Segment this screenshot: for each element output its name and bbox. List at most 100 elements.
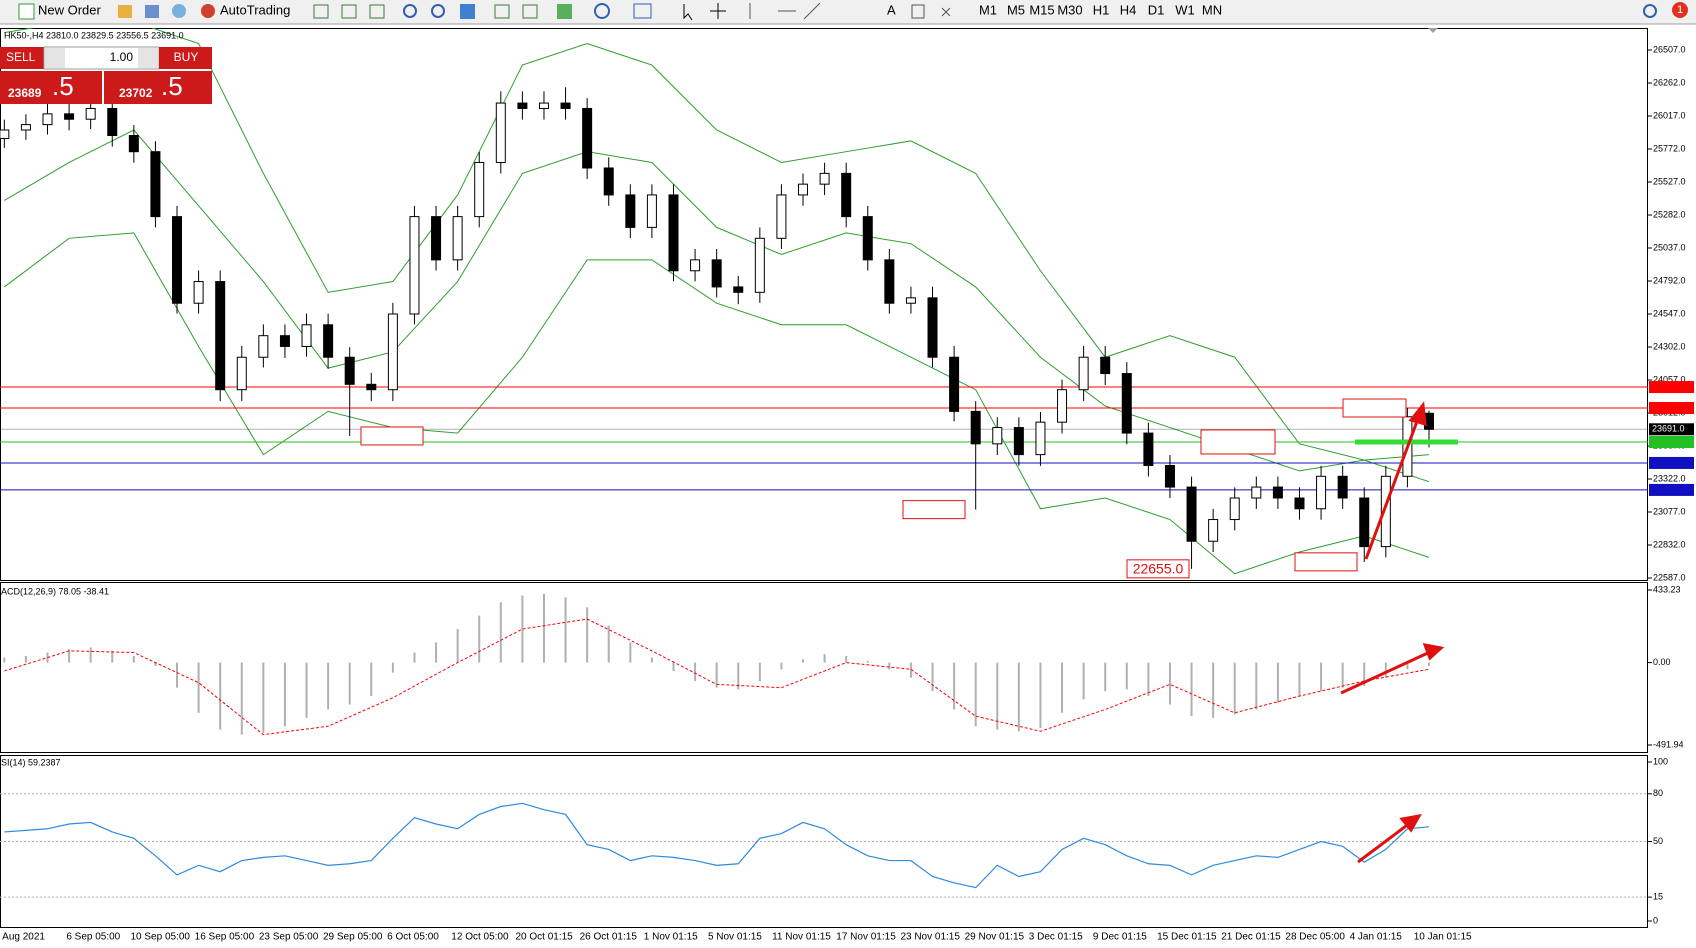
zoom-out[interactable] [431,4,445,18]
y-tick-label: 25037.0 [1653,242,1686,252]
bid-price[interactable] [0,71,102,104]
arrows-tool[interactable] [941,7,951,17]
arrow-head [1408,401,1427,427]
candle-body [64,113,75,120]
lots-down[interactable] [45,48,65,68]
icon[interactable] [118,5,132,18]
new-order-button[interactable]: New Order [38,2,102,17]
candle-body [279,335,290,347]
price-tag [1649,423,1694,436]
candle-body [1035,421,1046,456]
macd-bar [240,662,243,735]
macd-bar [305,662,308,718]
ask-main[interactable]: 23702 [119,86,153,100]
toolbar: New Order AutoTrading A M1 M5 M15 M30 H1 H4 D1… [0,0,1696,25]
y-tick-label: 0 [1653,915,1658,925]
templates[interactable] [633,3,652,19]
candle-body [625,194,636,228]
icon[interactable] [494,4,510,19]
timeframe-button[interactable]: M30 [1057,2,1082,17]
candle-body [560,102,571,109]
macd-bar [499,602,502,663]
candle-body [1229,497,1240,521]
y-tick-label: 23322.0 [1653,473,1686,483]
macd-bar [68,649,71,663]
lots-value[interactable]: 1.00 [110,50,134,64]
candle-body [1013,427,1024,456]
candle-body [517,102,528,109]
x-tick-label: 26 Oct 01:15 [580,932,638,943]
candle-body [1337,475,1348,499]
text-tool[interactable]: A [887,2,896,17]
macd-bar [1039,662,1042,728]
macd-bar [391,662,394,673]
y-tick-label: 25527.0 [1653,176,1686,186]
timeframe-button[interactable]: H1 [1093,2,1110,17]
macd-bar [435,642,438,663]
icon[interactable] [522,4,538,19]
timeframe-button[interactable]: D1 [1148,2,1165,17]
sell-button[interactable] [0,47,44,69]
macd-bar [89,647,92,663]
timeframe-button[interactable]: M1 [979,2,997,17]
macd-bar [1363,662,1366,687]
cursor-tool[interactable] [683,4,693,21]
bid-main[interactable]: 23689 [8,86,42,100]
buy-label[interactable]: BUY [174,50,199,64]
x-tick-label: 12 Oct 05:00 [451,932,509,943]
notification-badge[interactable] [1672,2,1688,18]
candle-body [431,216,442,261]
timeframe-button[interactable]: MN [1202,2,1222,17]
buy-button[interactable] [159,47,212,69]
y-tick-label: 15 [1653,892,1663,902]
timeframe-button[interactable]: M15 [1029,2,1054,17]
bid-pips[interactable]: .5 [52,71,74,101]
timeframe-button[interactable]: M5 [1007,2,1025,17]
periods[interactable] [594,3,610,19]
candle-body [1272,486,1283,499]
auto-trading-icon[interactable] [201,4,215,18]
macd-bar [176,662,179,688]
label-tool[interactable] [911,4,925,19]
crosshair-tool[interactable] [710,3,726,19]
bollinger-band [4,129,1430,483]
icon[interactable] [172,4,186,18]
macd-bar [715,662,718,688]
y-tick-label: 23077.0 [1653,506,1686,516]
candle-body [366,383,377,391]
indicators[interactable] [557,4,572,19]
price-tag-label: 23691.0 [1652,424,1685,434]
ask-pips[interactable]: .5 [161,71,183,101]
macd-bar [1427,662,1430,666]
icon[interactable] [460,4,475,19]
icon[interactable] [145,5,159,18]
x-tick-label: 23 Sep 05:00 [259,932,319,943]
macd-bar [629,642,632,663]
macd-bar [456,629,459,663]
macd-bar [413,652,416,663]
auto-trading-button[interactable]: AutoTrading [220,2,290,17]
lots-up[interactable] [138,48,158,68]
zoom-in[interactable] [403,4,417,18]
sell-label[interactable]: SELL [6,50,36,64]
icon[interactable] [313,4,329,19]
candle-body [992,427,1003,445]
search[interactable] [1643,4,1657,18]
timeframe-button[interactable]: W1 [1175,2,1195,17]
x-tick-label: 29 Sep 05:00 [323,932,383,943]
x-tick-label: 6 Oct 05:00 [387,932,439,943]
candle-body [42,113,53,126]
line-tools[interactable] [749,2,821,20]
candle-body [1294,497,1305,510]
y-tick-label: 433.23 [1653,584,1681,594]
price-tag [1649,402,1694,415]
new-order-icon[interactable] [18,3,35,20]
timeframe-button[interactable]: H4 [1120,2,1137,17]
macd-bar [132,655,135,663]
macd-bar [24,655,27,663]
ask-price[interactable] [104,71,212,104]
icon[interactable] [341,4,357,19]
icon[interactable] [369,4,385,19]
macd-bar [1384,662,1387,678]
candle-body [85,107,96,120]
